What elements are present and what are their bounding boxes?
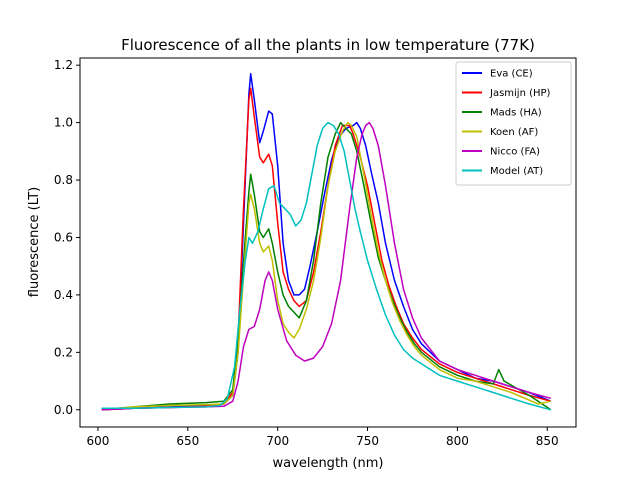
legend-label: Jasmijn (HP) bbox=[489, 88, 551, 99]
x-tick-label: 650 bbox=[176, 434, 199, 448]
series-line-2 bbox=[101, 121, 552, 411]
legend-label: Nicco (FA) bbox=[490, 147, 540, 158]
legend-frame bbox=[455, 61, 572, 186]
plot-area bbox=[101, 73, 552, 411]
series-line-5 bbox=[101, 121, 551, 411]
y-tick-label: 0.0 bbox=[54, 403, 73, 417]
y-axis: 0.0 0.2 0.4 0.6 0.8 1.0 1.2 bbox=[54, 58, 80, 417]
y-tick-label: 0.8 bbox=[54, 173, 73, 187]
y-axis-label: fluorescence (LT) bbox=[27, 187, 42, 297]
x-axis-label: wavelength (nm) bbox=[273, 456, 384, 471]
y-tick-label: 1.0 bbox=[54, 116, 73, 130]
x-axis: 600 650 700 750 800 850 bbox=[87, 427, 559, 448]
legend-label: Mads (HA) bbox=[490, 108, 542, 119]
legend-label: Eva (CE) bbox=[490, 69, 533, 80]
series-line-1 bbox=[101, 87, 551, 411]
x-tick-label: 750 bbox=[356, 434, 379, 448]
legend-label: Koen (AF) bbox=[490, 127, 538, 138]
series-line-3 bbox=[101, 121, 551, 411]
x-tick-label: 600 bbox=[87, 434, 110, 448]
series-line-4 bbox=[101, 121, 551, 411]
x-tick-label: 850 bbox=[536, 434, 559, 448]
y-tick-label: 0.4 bbox=[54, 288, 73, 302]
y-tick-label: 0.2 bbox=[54, 345, 73, 359]
y-tick-label: 0.6 bbox=[54, 230, 73, 244]
x-tick-label: 800 bbox=[446, 434, 469, 448]
plot-frame bbox=[79, 57, 577, 428]
x-tick-label: 700 bbox=[266, 434, 289, 448]
legend-label: Model (AT) bbox=[490, 166, 543, 177]
y-tick-label: 1.2 bbox=[54, 58, 73, 72]
legend: Eva (CE) Jasmijn (HP) Mads (HA) Koen (AF) Ni… bbox=[455, 61, 572, 186]
chart-title: Fluorescence of all the plants in low te… bbox=[121, 36, 535, 54]
